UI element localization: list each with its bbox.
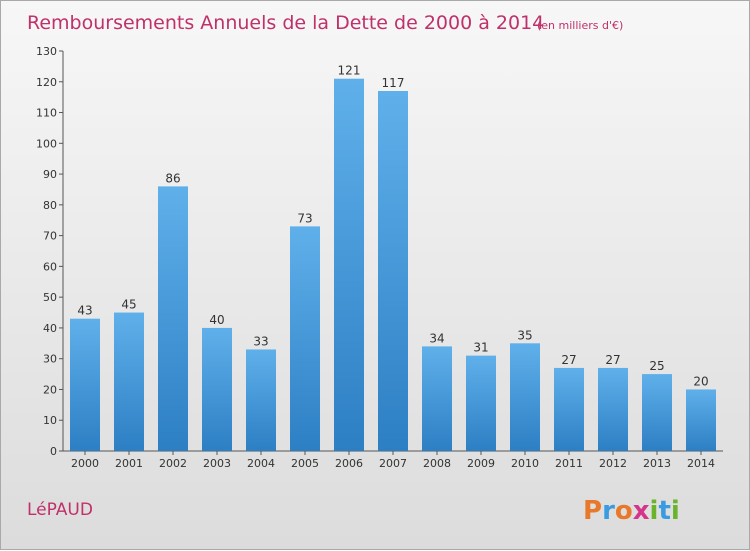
bar-2002 — [158, 186, 188, 451]
y-tick-label: 50 — [43, 291, 57, 304]
value-label-2003: 40 — [209, 313, 224, 327]
logo-letter: P — [583, 496, 602, 526]
logo-letter: o — [615, 496, 633, 526]
value-label-2002: 86 — [165, 171, 180, 185]
value-label-2006: 121 — [338, 64, 361, 78]
x-tick-label-2004: 2004 — [247, 457, 275, 470]
y-tick-label: 120 — [36, 76, 57, 89]
x-tick-label-2005: 2005 — [291, 457, 319, 470]
proxiti-logo: Proxiti — [583, 496, 680, 526]
x-tick-label-2002: 2002 — [159, 457, 187, 470]
logo-letter: r — [602, 496, 615, 526]
value-label-2013: 25 — [649, 359, 664, 373]
x-tick-label-2014: 2014 — [687, 457, 715, 470]
logo-letter: i — [650, 496, 659, 526]
bars: 43 45 86 40 33 73 121 117 34 31 35 27 27 25 20 — [70, 64, 716, 451]
value-label-2001: 45 — [121, 298, 136, 312]
value-label-2011: 27 — [561, 353, 576, 367]
x-tick-label-2007: 2007 — [379, 457, 407, 470]
y-tick-label: 0 — [50, 445, 57, 458]
bar-2007 — [378, 91, 408, 451]
value-label-2007: 117 — [382, 76, 405, 90]
x-tick-label-2010: 2010 — [511, 457, 539, 470]
axes: 0 10 20 30 40 50 60 70 80 90 100 110 120 130 2000 2001 2… — [36, 45, 723, 470]
y-tick-label: 20 — [43, 383, 57, 396]
value-label-2005: 73 — [297, 211, 312, 225]
y-tick-label: 90 — [43, 168, 57, 181]
bar-2000 — [70, 318, 100, 451]
y-tick-label: 80 — [43, 199, 57, 212]
x-tick-label-2001: 2001 — [115, 457, 143, 470]
bar-2005 — [290, 226, 320, 451]
commune-name: LéPAUD — [27, 500, 93, 520]
chart-title: Remboursements Annuels de la Dette de 20… — [27, 12, 544, 34]
x-tick-label-2011: 2011 — [555, 457, 583, 470]
bar-2006 — [334, 78, 364, 451]
y-tick-label: 100 — [36, 137, 57, 150]
y-tick-label: 60 — [43, 260, 57, 273]
bar-2003 — [202, 327, 232, 451]
logo-letter: t — [658, 496, 670, 526]
value-label-2000: 43 — [77, 304, 92, 318]
x-tick-label-2013: 2013 — [643, 457, 671, 470]
bar-2013 — [642, 374, 672, 451]
y-tick-label: 40 — [43, 322, 57, 335]
value-label-2004: 33 — [253, 334, 268, 348]
bar-2009 — [466, 355, 496, 451]
bar-2011 — [554, 367, 584, 451]
bar-2012 — [598, 367, 628, 451]
x-tick-label-2009: 2009 — [467, 457, 495, 470]
value-label-2010: 35 — [517, 328, 532, 342]
x-tick-label-2006: 2006 — [335, 457, 363, 470]
x-tick-label-2003: 2003 — [203, 457, 231, 470]
bar-2014 — [686, 389, 716, 451]
x-tick-label-2012: 2012 — [599, 457, 627, 470]
value-label-2012: 27 — [605, 353, 620, 367]
bar-2010 — [510, 343, 540, 451]
x-tick-label-2000: 2000 — [71, 457, 99, 470]
bar-2008 — [422, 346, 452, 451]
bar-2001 — [114, 312, 144, 451]
x-tick-label-2008: 2008 — [423, 457, 451, 470]
chart-subtitle: (en milliers d'€) — [537, 19, 623, 32]
value-label-2014: 20 — [693, 374, 708, 388]
value-label-2008: 34 — [429, 331, 444, 345]
y-tick-label: 10 — [43, 414, 57, 427]
logo-letter: x — [633, 496, 650, 526]
y-tick-label: 130 — [36, 45, 57, 58]
y-tick-label: 30 — [43, 353, 57, 366]
y-tick-label: 110 — [36, 107, 57, 120]
bar-2004 — [246, 349, 276, 451]
value-label-2009: 31 — [473, 341, 488, 355]
y-tick-label: 70 — [43, 230, 57, 243]
logo-letter: i — [671, 496, 680, 526]
